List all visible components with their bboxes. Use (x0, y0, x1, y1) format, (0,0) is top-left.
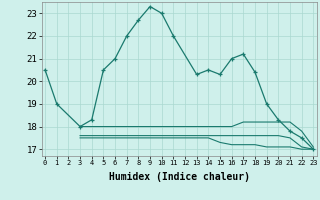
X-axis label: Humidex (Indice chaleur): Humidex (Indice chaleur) (109, 172, 250, 182)
